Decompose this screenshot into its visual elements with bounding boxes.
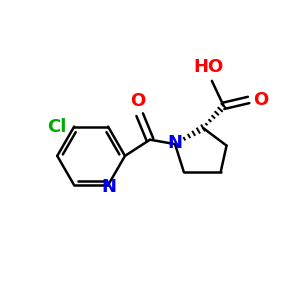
Text: HO: HO bbox=[194, 58, 224, 76]
Text: O: O bbox=[130, 92, 146, 110]
Text: O: O bbox=[253, 91, 268, 109]
Text: N: N bbox=[167, 134, 182, 152]
Text: Cl: Cl bbox=[47, 118, 67, 136]
Text: N: N bbox=[101, 178, 116, 196]
